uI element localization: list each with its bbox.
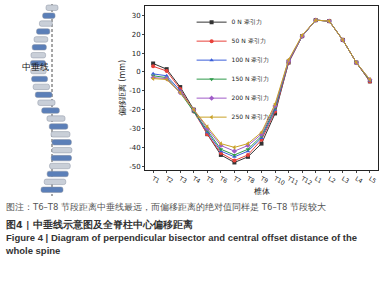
svg-text:T3: T3 — [177, 174, 188, 184]
svg-text:L4: L4 — [354, 175, 364, 185]
svg-text:200 N 牵引力: 200 N 牵引力 — [232, 94, 270, 101]
svg-text:T11: T11 — [286, 174, 300, 186]
svg-text:T12: T12 — [299, 174, 313, 186]
svg-text:L5: L5 — [368, 175, 378, 185]
svg-text:250 N 牵引力: 250 N 牵引力 — [232, 113, 270, 120]
svg-text:L3: L3 — [341, 175, 351, 185]
svg-text:0 N 牵引力: 0 N 牵引力 — [232, 18, 262, 25]
svg-text:T10: T10 — [272, 174, 286, 186]
svg-text:0: 0 — [136, 68, 140, 76]
svg-text:T1: T1 — [150, 174, 161, 184]
html-text:图注：T6–T8 节段距离中垂线最远，而偏移距离的绝对值同样: 图注：T6–T8 节段距离中垂线最远，而偏移距离的绝对值同样是 T6–T8 节段… — [6, 202, 326, 212]
svg-text:偏移距离 (mm): 偏移距离 (mm) — [118, 60, 127, 116]
svg-text:T4: T4 — [191, 174, 202, 184]
html-text:Figure 4 | Diagram of perpendi: Figure 4 | Diagram of perpendicular bise… — [6, 232, 358, 257]
svg-text:50 N 牵引力: 50 N 牵引力 — [232, 37, 266, 44]
svg-text:中垂线: 中垂线 — [22, 62, 49, 72]
svg-text:T7: T7 — [232, 174, 243, 184]
svg-text:10: 10 — [132, 50, 141, 58]
svg-text:-10: -10 — [129, 87, 140, 95]
svg-text:T8: T8 — [245, 174, 256, 184]
svg-text:-50: -50 — [129, 163, 140, 171]
svg-text:T5: T5 — [204, 174, 215, 184]
svg-text:-30: -30 — [129, 125, 140, 133]
svg-text:椎体: 椎体 — [254, 187, 270, 196]
svg-text:T6: T6 — [218, 174, 229, 184]
svg-text:150 N 牵引力: 150 N 牵引力 — [232, 75, 270, 82]
svg-text:T9: T9 — [259, 174, 270, 184]
html-text:图4 | 中垂线示意图及全脊柱中心偏移距离: 图4 | 中垂线示意图及全脊柱中心偏移距离 — [6, 219, 193, 231]
svg-text:-40: -40 — [129, 144, 140, 152]
svg-text:-20: -20 — [129, 106, 140, 114]
svg-text:L1: L1 — [314, 175, 324, 185]
svg-text:20: 20 — [132, 31, 141, 39]
svg-text:T2: T2 — [164, 174, 175, 184]
svg-text:30: 30 — [132, 12, 141, 20]
svg-text:L2: L2 — [327, 175, 337, 185]
svg-text:100 N 牵引力: 100 N 牵引力 — [232, 56, 270, 63]
